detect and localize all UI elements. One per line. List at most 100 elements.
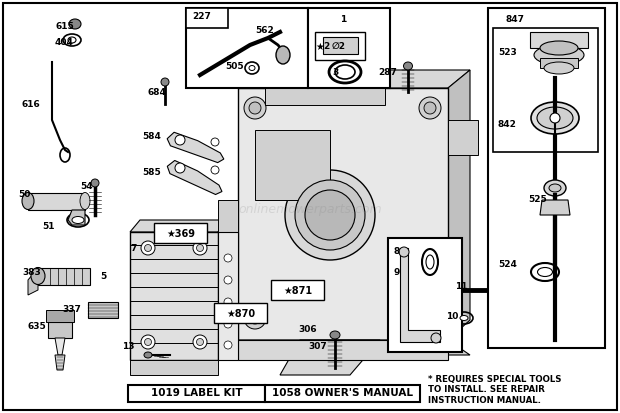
Ellipse shape <box>404 62 412 70</box>
Polygon shape <box>38 268 90 285</box>
Polygon shape <box>55 355 65 370</box>
Ellipse shape <box>68 37 76 43</box>
Ellipse shape <box>330 331 340 339</box>
Polygon shape <box>540 58 578 68</box>
Ellipse shape <box>161 78 169 86</box>
Text: 307: 307 <box>308 342 327 351</box>
Ellipse shape <box>544 180 566 196</box>
Ellipse shape <box>91 179 99 187</box>
Ellipse shape <box>426 255 434 269</box>
Ellipse shape <box>80 192 90 209</box>
Polygon shape <box>218 200 238 270</box>
Text: 842: 842 <box>498 120 517 129</box>
Bar <box>493 28 598 152</box>
Ellipse shape <box>540 41 578 55</box>
Polygon shape <box>48 322 72 338</box>
Text: 50: 50 <box>18 190 30 199</box>
Ellipse shape <box>224 298 232 306</box>
Text: 524: 524 <box>498 260 517 269</box>
Bar <box>271 280 324 300</box>
Polygon shape <box>448 120 478 155</box>
Polygon shape <box>46 310 74 322</box>
Ellipse shape <box>193 335 207 349</box>
Polygon shape <box>530 32 588 48</box>
Ellipse shape <box>72 216 84 223</box>
Ellipse shape <box>460 316 468 320</box>
Polygon shape <box>238 340 448 360</box>
Ellipse shape <box>550 113 560 123</box>
Bar <box>265 385 420 402</box>
Ellipse shape <box>224 254 232 262</box>
Text: 505: 505 <box>225 62 244 71</box>
Text: 3: 3 <box>332 68 339 77</box>
Bar <box>186 8 228 28</box>
Bar <box>488 8 605 348</box>
Ellipse shape <box>249 66 255 71</box>
Text: 9: 9 <box>393 268 399 277</box>
Ellipse shape <box>538 268 552 276</box>
Ellipse shape <box>249 312 261 324</box>
Polygon shape <box>167 161 222 195</box>
Ellipse shape <box>549 184 561 192</box>
Polygon shape <box>28 193 85 210</box>
Polygon shape <box>55 338 65 355</box>
Polygon shape <box>28 268 38 295</box>
Text: onlinemowerparts.com: onlinemowerparts.com <box>238 204 382 216</box>
Text: 585: 585 <box>142 168 161 177</box>
Text: 337: 337 <box>62 305 81 314</box>
Bar <box>154 223 207 243</box>
Polygon shape <box>238 70 470 88</box>
Ellipse shape <box>144 244 151 252</box>
Bar <box>186 8 308 88</box>
Polygon shape <box>238 88 448 340</box>
Ellipse shape <box>211 166 219 174</box>
Polygon shape <box>218 220 225 360</box>
Bar <box>315 32 365 60</box>
Bar <box>308 8 390 88</box>
Polygon shape <box>400 248 440 342</box>
Ellipse shape <box>305 190 355 240</box>
Text: 525: 525 <box>528 195 547 204</box>
Ellipse shape <box>197 244 203 252</box>
Text: 847: 847 <box>505 15 524 24</box>
Text: ★871: ★871 <box>283 286 312 296</box>
Text: 287: 287 <box>378 68 397 77</box>
Ellipse shape <box>419 97 441 119</box>
Text: ★369: ★369 <box>167 229 195 239</box>
Ellipse shape <box>424 102 436 114</box>
Polygon shape <box>323 37 358 54</box>
Ellipse shape <box>144 339 151 346</box>
Ellipse shape <box>531 102 579 134</box>
Text: 383: 383 <box>22 268 41 277</box>
Bar <box>255 130 330 200</box>
Text: 51: 51 <box>42 222 55 231</box>
Text: 11: 11 <box>455 282 467 291</box>
Polygon shape <box>265 88 385 105</box>
Polygon shape <box>167 132 224 163</box>
Ellipse shape <box>175 163 185 173</box>
Text: 635: 635 <box>28 322 46 331</box>
Bar <box>388 238 462 352</box>
Ellipse shape <box>31 268 45 285</box>
Ellipse shape <box>244 307 266 329</box>
Text: 404: 404 <box>55 38 74 47</box>
Ellipse shape <box>249 102 261 114</box>
Text: ★: ★ <box>315 42 324 52</box>
Ellipse shape <box>224 341 232 349</box>
Text: 306: 306 <box>298 325 317 334</box>
Polygon shape <box>88 302 118 318</box>
Text: 684: 684 <box>148 88 167 97</box>
Ellipse shape <box>144 352 152 358</box>
Text: 227: 227 <box>192 12 211 21</box>
Ellipse shape <box>69 19 81 29</box>
Ellipse shape <box>419 307 441 329</box>
Ellipse shape <box>197 339 203 346</box>
Ellipse shape <box>141 241 155 255</box>
Text: 8: 8 <box>393 247 399 256</box>
Ellipse shape <box>537 107 573 129</box>
Ellipse shape <box>424 312 436 324</box>
Text: ∅2: ∅2 <box>332 42 346 51</box>
Text: 523: 523 <box>498 48 516 57</box>
Polygon shape <box>130 232 218 360</box>
Ellipse shape <box>175 135 185 145</box>
